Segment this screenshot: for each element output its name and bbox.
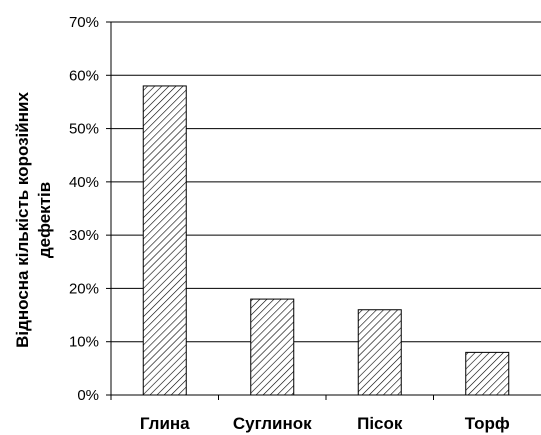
axes [106, 21, 541, 400]
x-tick-labels: Глина Суглинок Пісок Торф [140, 414, 510, 433]
y-axis-title-line-2: дефектів [35, 182, 54, 258]
bar-1 [142, 85, 187, 396]
bar-2 [250, 298, 295, 396]
bar-3 [357, 309, 402, 396]
bars [142, 85, 510, 396]
y-tick-label: 10% [69, 334, 99, 351]
x-tick-label: Суглинок [233, 414, 312, 433]
y-axis-title-line-1: Відносна кількість корозійних [13, 92, 32, 348]
y-tick-label: 70% [69, 14, 99, 31]
y-tick-label: 0% [77, 387, 99, 404]
y-tick-label: 20% [69, 280, 99, 297]
y-tick-label: 50% [69, 121, 99, 138]
y-tick-label: 60% [69, 67, 99, 84]
x-tick-label: Пісок [357, 414, 403, 433]
y-tick-label: 40% [69, 174, 99, 191]
x-tick-label: Глина [140, 414, 190, 433]
bar-4 [465, 351, 510, 396]
x-tick-label: Торф [465, 414, 510, 433]
y-tick-labels: 0% 10% 20% 30% 40% 50% 60% 70% [69, 14, 99, 404]
y-tick-label: 30% [69, 227, 99, 244]
